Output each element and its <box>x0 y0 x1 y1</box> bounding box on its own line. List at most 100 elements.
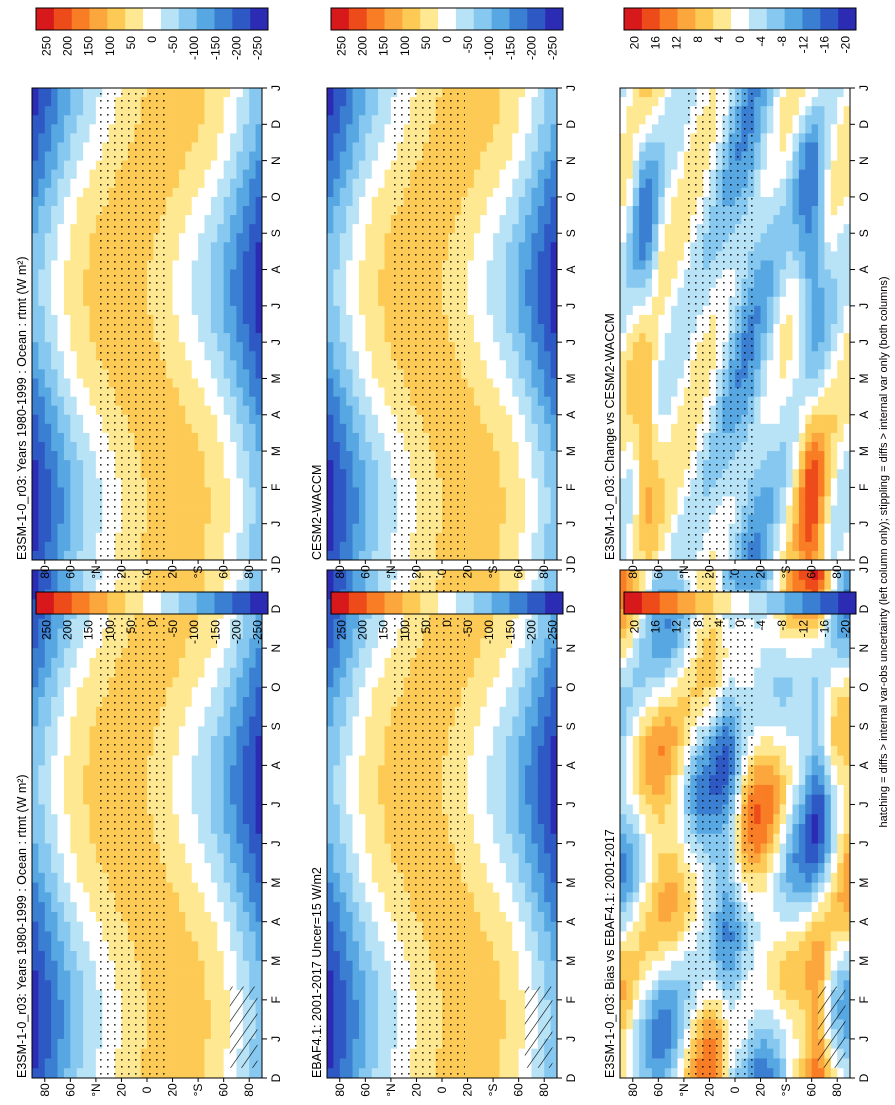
heatmap-cell <box>346 882 353 893</box>
heatmap-cell <box>185 999 193 1011</box>
heatmap-cell <box>525 824 532 835</box>
heatmap-cell <box>626 736 634 747</box>
heatmap-cell <box>339 941 347 952</box>
heatmap-cell <box>255 863 263 874</box>
heatmap-cell <box>664 657 672 669</box>
heatmap-cell <box>242 570 250 581</box>
heatmap-cell <box>467 706 475 717</box>
heatmap-cell <box>531 941 539 952</box>
heatmap-cell <box>172 628 180 639</box>
heatmap-cell <box>210 941 218 952</box>
heatmap-cell <box>639 892 646 903</box>
heatmap-cell <box>626 951 634 962</box>
lat-tick-label: °N <box>89 1083 103 1096</box>
heatmap-cell <box>512 1058 520 1069</box>
heatmap-cell <box>467 716 475 727</box>
heatmap-cell <box>537 882 545 893</box>
heatmap-cell <box>198 638 205 649</box>
heatmap-cell <box>76 755 84 766</box>
heatmap-cell <box>327 648 334 659</box>
heatmap-cell <box>467 1019 475 1030</box>
heatmap-cell <box>518 784 526 796</box>
heatmap-cell <box>371 618 379 630</box>
heatmap-cell <box>83 980 90 991</box>
heatmap-cell <box>178 667 186 678</box>
heatmap-cell <box>210 1029 218 1040</box>
heatmap-cell <box>89 921 97 932</box>
heatmap-cell <box>467 833 475 844</box>
heatmap-cell <box>339 687 347 698</box>
heatmap-cell <box>249 667 257 678</box>
heatmap-cell <box>371 843 379 854</box>
heatmap-cell <box>346 745 353 757</box>
heatmap-cell <box>217 579 225 590</box>
heatmap-cell <box>249 570 257 581</box>
heatmap-cell <box>63 843 71 854</box>
heatmap-cell <box>518 706 526 717</box>
heatmap-cell <box>70 824 78 835</box>
heatmap-cell <box>658 824 666 835</box>
heatmap-cell <box>480 1009 488 1020</box>
heatmap-cell <box>651 970 659 981</box>
heatmap-cell <box>185 941 193 952</box>
heatmap-cell <box>178 784 186 796</box>
heatmap-cell <box>531 775 539 786</box>
heatmap-cell <box>230 648 237 659</box>
colorbar-swatch <box>143 592 162 614</box>
heatmap-cell <box>518 882 526 893</box>
heatmap-cell <box>76 960 84 971</box>
heatmap-cell <box>255 853 263 864</box>
heatmap-cell <box>217 794 225 805</box>
heatmap-cell <box>198 736 205 747</box>
heatmap-cell <box>63 794 71 805</box>
heatmap-cell <box>44 931 52 942</box>
heatmap-cell <box>32 726 39 737</box>
heatmap-cell <box>178 765 186 776</box>
heatmap-cell <box>198 951 205 962</box>
heatmap-cell <box>44 784 52 796</box>
heatmap-cell <box>185 570 193 581</box>
heatmap-cell <box>32 1009 39 1020</box>
heatmap-cell <box>51 911 58 923</box>
heatmap-cell <box>467 970 475 981</box>
heatmap-cell <box>499 706 507 717</box>
heatmap-cell <box>83 892 90 903</box>
heatmap-cell <box>217 863 225 874</box>
heatmap-cell <box>249 833 257 844</box>
heatmap-cell <box>525 853 532 864</box>
heatmap-cell <box>70 980 78 991</box>
heatmap-cell <box>651 657 659 669</box>
heatmap-cell <box>493 843 500 854</box>
heatmap-cell <box>645 911 653 923</box>
heatmap-cell <box>651 990 659 1001</box>
heatmap-cell <box>499 1038 507 1050</box>
heatmap-cell <box>352 1029 360 1040</box>
heatmap-cell <box>505 892 513 903</box>
heatmap-cell <box>626 794 634 805</box>
heatmap-cell <box>333 1029 341 1040</box>
heatmap-cell <box>38 726 46 737</box>
heatmap-cell <box>191 784 199 796</box>
heatmap-cell <box>339 677 347 688</box>
heatmap-cell <box>677 775 685 786</box>
heatmap-cell <box>664 1058 672 1069</box>
heatmap-cell <box>518 999 526 1011</box>
heatmap-cell <box>639 1068 646 1079</box>
heatmap-cell <box>671 638 678 649</box>
heatmap-cell <box>480 814 488 825</box>
heatmap-cell <box>486 931 494 942</box>
heatmap-cell <box>467 677 475 688</box>
heatmap-cell <box>358 667 366 678</box>
heatmap-cell <box>378 931 385 942</box>
heatmap-cell <box>473 745 481 757</box>
heatmap-cell <box>178 1058 186 1069</box>
heatmap-cell <box>651 648 659 659</box>
heatmap-cell <box>346 1048 353 1059</box>
heatmap-cell <box>83 970 90 981</box>
heatmap-cell <box>645 677 653 688</box>
heatmap-cell <box>531 921 539 932</box>
heatmap-cell <box>63 618 71 630</box>
heatmap-cell <box>70 960 78 971</box>
heatmap-cell <box>204 872 212 884</box>
heatmap-cell <box>658 804 666 815</box>
